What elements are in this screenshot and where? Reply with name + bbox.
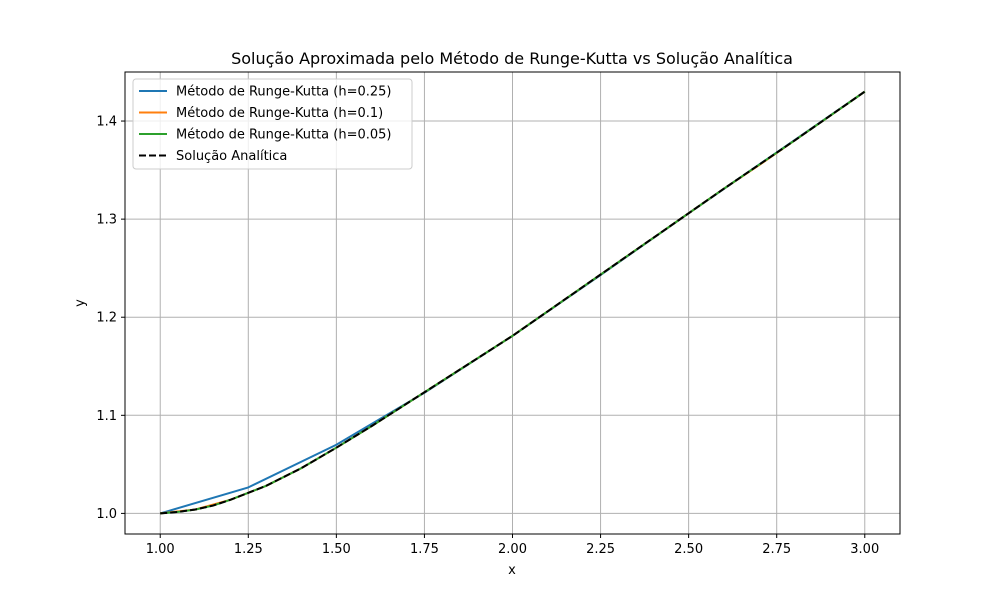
- x-tick-label: 1.50: [322, 542, 351, 557]
- x-tick-label: 2.00: [498, 542, 527, 557]
- legend-box: [132, 78, 413, 170]
- series-line-3: [160, 90, 866, 515]
- chart-title: Solução Aproximada pelo Método de Runge-…: [231, 49, 793, 68]
- legend: Método de Runge-Kutta (h=0.25) Método de …: [132, 78, 413, 170]
- series-group: [159, 90, 866, 515]
- y-tick-label: 1.3: [96, 213, 117, 228]
- y-tick-label: 1.2: [96, 311, 117, 326]
- y-tick-label: 1.4: [96, 115, 117, 130]
- y-tick-label: 1.1: [96, 409, 117, 424]
- x-tick-label: 3.00: [850, 542, 879, 557]
- x-tick-label: 1.00: [146, 542, 175, 557]
- legend-label-3: Solução Analítica: [176, 149, 287, 164]
- x-tick-label: 2.50: [674, 542, 703, 557]
- x-axis: 1.00 1.25 1.50 1.75 2.00 2.25 2.50 2.75 3.00: [146, 534, 879, 557]
- legend-label-0: Método de Runge-Kutta (h=0.25): [176, 85, 391, 100]
- y-axis-label: y: [73, 299, 88, 307]
- y-tick-label: 1.0: [96, 507, 117, 522]
- legend-label-1: Método de Runge-Kutta (h=0.1): [176, 106, 383, 121]
- legend-label-2: Método de Runge-Kutta (h=0.05): [176, 128, 391, 143]
- grid: [125, 72, 900, 534]
- x-axis-label: x: [508, 563, 516, 578]
- x-tick-label: 2.25: [586, 542, 615, 557]
- y-axis: 1.0 1.1 1.2 1.3 1.4: [96, 115, 125, 522]
- x-tick-label: 1.75: [410, 542, 439, 557]
- x-tick-label: 1.25: [234, 542, 263, 557]
- x-tick-label: 2.75: [762, 542, 791, 557]
